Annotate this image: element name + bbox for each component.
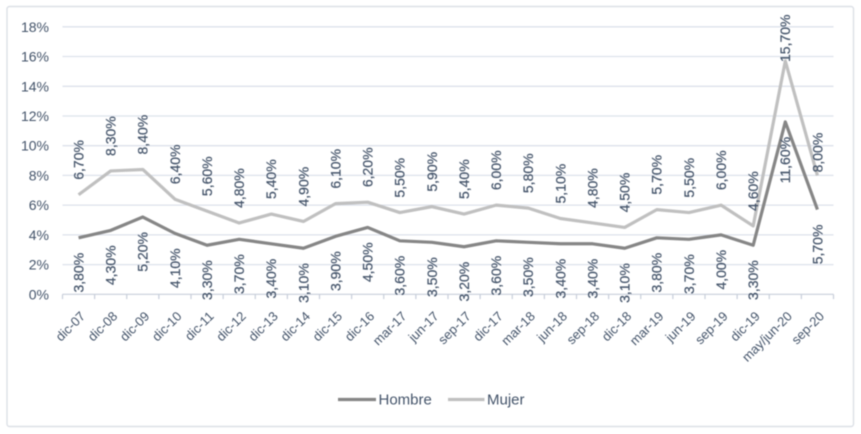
svg-text:Mujer: Mujer <box>487 392 525 409</box>
svg-text:3,80%: 3,80% <box>649 253 665 293</box>
svg-text:0%: 0% <box>29 286 49 302</box>
svg-text:3,50%: 3,50% <box>424 257 440 297</box>
svg-text:5,90%: 5,90% <box>424 152 440 192</box>
svg-text:3,30%: 3,30% <box>199 260 215 300</box>
svg-text:4,50%: 4,50% <box>360 242 376 282</box>
svg-text:4,90%: 4,90% <box>295 167 311 207</box>
svg-text:4,10%: 4,10% <box>167 248 183 288</box>
svg-text:6%: 6% <box>29 197 49 213</box>
svg-text:10%: 10% <box>21 138 49 154</box>
svg-text:5,50%: 5,50% <box>392 158 408 198</box>
svg-text:14%: 14% <box>21 78 49 94</box>
svg-text:5,70%: 5,70% <box>649 155 665 195</box>
svg-text:6,00%: 6,00% <box>488 150 504 190</box>
svg-text:3,90%: 3,90% <box>327 251 343 291</box>
svg-text:3,40%: 3,40% <box>263 259 279 299</box>
svg-text:3,70%: 3,70% <box>231 254 247 294</box>
svg-text:5,20%: 5,20% <box>135 232 151 272</box>
svg-text:8,40%: 8,40% <box>135 115 151 155</box>
svg-text:4,80%: 4,80% <box>584 168 600 208</box>
svg-text:8%: 8% <box>29 167 49 183</box>
svg-text:3,60%: 3,60% <box>392 256 408 296</box>
svg-text:Hombre: Hombre <box>379 392 432 409</box>
svg-text:4,80%: 4,80% <box>231 168 247 208</box>
svg-text:5,70%: 5,70% <box>809 225 825 265</box>
svg-text:5,40%: 5,40% <box>456 159 472 199</box>
svg-text:4%: 4% <box>29 227 49 243</box>
svg-text:3,20%: 3,20% <box>456 262 472 302</box>
svg-text:6,20%: 6,20% <box>360 147 376 187</box>
svg-text:2%: 2% <box>29 257 49 273</box>
svg-text:5,80%: 5,80% <box>520 153 536 193</box>
svg-text:3,10%: 3,10% <box>617 263 633 303</box>
svg-text:11,60%: 11,60% <box>777 137 793 183</box>
svg-text:4,00%: 4,00% <box>713 250 729 290</box>
svg-text:3,70%: 3,70% <box>681 254 697 294</box>
svg-text:12%: 12% <box>21 108 49 124</box>
svg-text:3,60%: 3,60% <box>488 256 504 296</box>
svg-text:6,10%: 6,10% <box>327 149 343 189</box>
svg-text:3,40%: 3,40% <box>552 259 568 299</box>
svg-text:4,60%: 4,60% <box>745 171 761 211</box>
svg-text:16%: 16% <box>21 49 49 65</box>
svg-text:6,70%: 6,70% <box>70 140 86 180</box>
svg-text:6,00%: 6,00% <box>713 150 729 190</box>
svg-text:4,30%: 4,30% <box>103 245 119 285</box>
svg-text:5,10%: 5,10% <box>552 164 568 204</box>
svg-text:3,30%: 3,30% <box>745 260 761 300</box>
svg-text:3,10%: 3,10% <box>295 263 311 303</box>
svg-text:3,80%: 3,80% <box>70 253 86 293</box>
svg-text:5,50%: 5,50% <box>681 158 697 198</box>
svg-text:8,30%: 8,30% <box>103 116 119 156</box>
svg-text:6,40%: 6,40% <box>167 144 183 184</box>
svg-text:15,70%: 15,70% <box>777 15 793 62</box>
svg-text:4,50%: 4,50% <box>617 173 633 213</box>
svg-text:5,40%: 5,40% <box>263 159 279 199</box>
svg-text:3,40%: 3,40% <box>584 259 600 299</box>
svg-text:8,00%: 8,00% <box>809 133 825 173</box>
svg-text:3,50%: 3,50% <box>520 257 536 297</box>
svg-text:5,60%: 5,60% <box>199 156 215 196</box>
svg-text:18%: 18% <box>21 19 49 35</box>
